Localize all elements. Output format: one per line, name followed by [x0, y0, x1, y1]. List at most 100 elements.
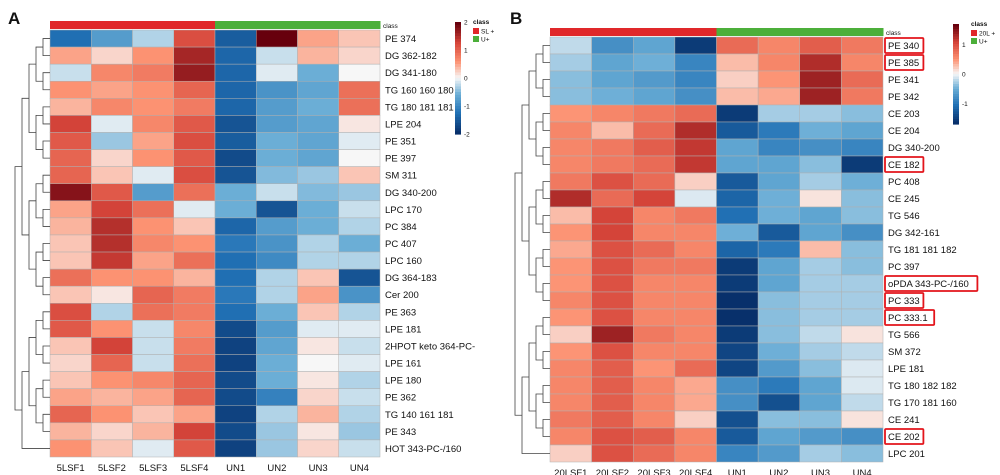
heatmap-cell — [132, 63, 174, 82]
heatmap-cell — [173, 303, 216, 321]
heatmap-cell — [716, 291, 759, 310]
heatmap-cell — [256, 80, 298, 99]
heatmap-cell — [132, 371, 174, 389]
heatmap-cell — [49, 234, 92, 253]
heatmap-cell — [591, 87, 634, 106]
heatmap-cell — [757, 359, 801, 378]
heatmap-cell — [549, 138, 592, 157]
heatmap-cell — [716, 274, 759, 293]
dendrogram-branch — [14, 166, 22, 411]
row-label: LPE 181 — [385, 324, 421, 335]
heatmap-cell — [49, 115, 92, 133]
color-scale-segment — [953, 26, 959, 30]
heatmap-cell — [214, 46, 257, 65]
heatmap-cell — [214, 98, 257, 116]
heatmap-cell — [716, 359, 759, 378]
heatmap-cell — [841, 155, 884, 174]
row-label: TG 181 181 182 — [888, 245, 957, 256]
heatmap-cell — [91, 320, 133, 338]
heatmap-cell — [214, 354, 257, 372]
heatmap-cell — [633, 240, 676, 259]
heatmap-cell — [674, 393, 717, 412]
dendrogram-branch — [42, 208, 50, 227]
color-scale-segment — [953, 116, 959, 120]
heatmap-cell — [256, 337, 298, 355]
dendrogram-branch — [542, 283, 550, 301]
row-label: TG 160 160 180 — [385, 85, 454, 96]
heatmap-cell — [674, 410, 717, 429]
heatmap-cell — [338, 337, 381, 355]
heatmap-cell — [591, 121, 634, 140]
heatmap-cell — [256, 132, 298, 150]
row-label: DG 340-200 — [888, 143, 940, 154]
heatmap-cell — [49, 439, 92, 458]
heatmap-cell — [716, 393, 759, 412]
legend-entry-label: U+ — [979, 39, 988, 46]
heatmap-cell — [173, 234, 216, 253]
heatmap-cell — [173, 285, 216, 304]
dendrogram-branch — [535, 189, 543, 225]
heatmap-cell — [256, 439, 298, 458]
heatmap-cell — [633, 121, 676, 140]
heatmap-cell — [591, 36, 634, 55]
heatmap-cell — [716, 376, 759, 395]
heatmap-cell — [338, 303, 381, 321]
color-scale-segment — [953, 121, 959, 125]
row-label: TG 566 — [888, 330, 920, 341]
color-scale-segment — [953, 69, 959, 73]
dendrogram-branch — [35, 319, 43, 355]
color-scale-segment — [953, 96, 959, 100]
heatmap-cell — [591, 240, 634, 259]
dendrogram-branch — [42, 311, 50, 330]
heatmap-cell — [716, 427, 759, 446]
heatmap-cell — [716, 138, 759, 157]
color-scale-segment — [953, 46, 959, 50]
heatmap-cell — [633, 189, 676, 208]
heatmap-cell — [132, 166, 174, 184]
row-label: HOT 343-PC-/160 — [385, 444, 461, 455]
color-scale-segment — [953, 76, 959, 80]
heatmap-cell — [297, 200, 339, 219]
dendrogram-branch — [542, 147, 550, 165]
heatmap-cell — [799, 376, 842, 395]
dendrogram-branch — [35, 183, 43, 219]
heatmap-cell — [549, 87, 592, 106]
color-scale-segment — [455, 106, 461, 110]
heatmap-cell — [49, 63, 92, 82]
heatmap-cell — [297, 268, 339, 287]
heatmap-cell — [549, 223, 592, 242]
heatmap-cell — [256, 46, 298, 65]
dendrogram-branch — [535, 121, 543, 157]
row-label: oPDA 343-PC-/160 — [888, 279, 969, 290]
heatmap-cell — [591, 308, 634, 327]
heatmap-cell — [173, 46, 216, 65]
heatmap-cell — [674, 325, 717, 344]
column-label: UN2 — [267, 463, 286, 474]
color-scale-tick: 1 — [962, 42, 966, 49]
row-label: DG 362-182 — [385, 51, 437, 62]
heatmap-cell — [338, 320, 381, 338]
heatmap-cell — [297, 46, 339, 65]
heatmap-cell — [799, 359, 842, 378]
heatmap-cell — [256, 234, 298, 253]
heatmap-cell — [674, 104, 717, 123]
heatmap-cell — [841, 257, 884, 276]
heatmap-cell — [757, 274, 801, 293]
heatmap-cell — [297, 371, 339, 389]
heatmap-cell — [633, 36, 676, 55]
heatmap-cell — [297, 422, 339, 441]
heatmap-cell — [256, 371, 298, 389]
row-label: LPE 204 — [385, 119, 421, 130]
highlight-box — [884, 428, 925, 445]
heatmap-cell — [757, 104, 801, 123]
heatmap-cell — [338, 80, 381, 99]
heatmap-cell — [549, 206, 592, 225]
heatmap-cell — [338, 439, 381, 458]
heatmap-cell — [674, 189, 717, 208]
heatmap-cell — [757, 36, 801, 55]
column-label: 20LSF4 — [679, 468, 712, 475]
heatmap-cell — [716, 444, 759, 463]
dendrogram-branch — [542, 181, 550, 199]
heatmap-cell — [716, 155, 759, 174]
heatmap-cell — [173, 166, 216, 184]
